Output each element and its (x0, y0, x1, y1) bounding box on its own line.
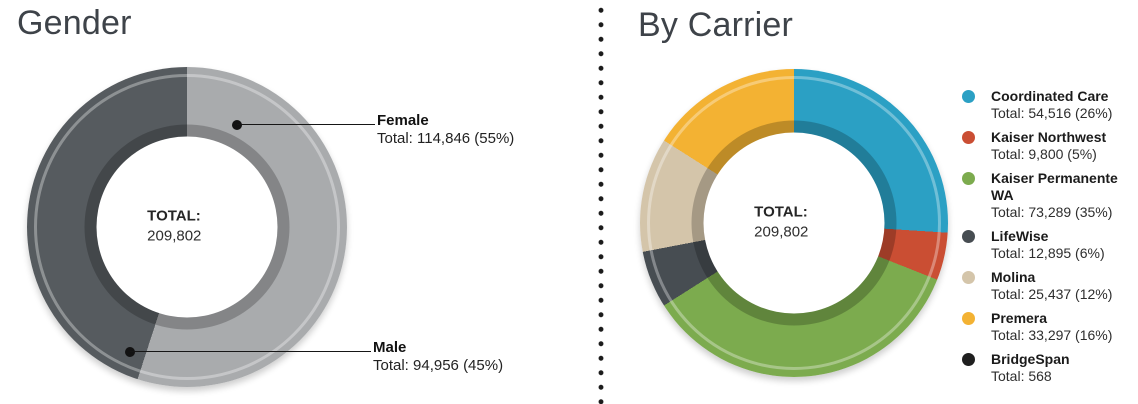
donut-center: TOTAL: 209,802 (96, 136, 278, 318)
legend-dot (962, 230, 975, 243)
legend-item: Coordinated Care Total: 54,516 (26%) (960, 88, 1138, 122)
legend-item: Kaiser Permanente WA Total: 73,289 (35%) (960, 170, 1138, 221)
legend-item: Kaiser Northwest Total: 9,800 (5%) (960, 129, 1138, 163)
donut-total-value: 209,802 (147, 227, 202, 245)
female-slice-name: Female (377, 112, 429, 129)
legend-item-detail: Total: 568 (991, 368, 1052, 384)
female-slice-detail: Total: 114,846 (55%) (377, 130, 515, 147)
legend-item-detail: Total: 73,289 (35%) (991, 204, 1113, 220)
legend-item-name: Molina (991, 269, 1036, 285)
female-callout-label: Female Total: 114,846 (55%) (377, 113, 514, 147)
legend-item-name: Premera (991, 310, 1048, 326)
legend-dot (962, 353, 975, 366)
legend-item-detail: Total: 12,895 (6%) (991, 245, 1105, 261)
gender-donut-chart: TOTAL: 209,802 (27, 67, 347, 387)
legend-item-name: LifeWise (991, 228, 1049, 244)
legend-item-name: BridgeSpan (991, 351, 1070, 367)
legend-item: Molina Total: 25,437 (12%) (960, 269, 1138, 303)
carrier-donut-chart: TOTAL: 209,802 (640, 69, 948, 377)
donut-center: TOTAL: 209,802 (703, 132, 885, 314)
male-callout-label: Male Total: 94,956 (45%) (373, 340, 503, 374)
carrier-chart-title: By Carrier (638, 6, 794, 44)
donut-total-label: TOTAL: (147, 207, 201, 225)
legend-item-detail: Total: 54,516 (26%) (991, 105, 1113, 121)
legend-dot (962, 271, 975, 284)
legend-dot (962, 131, 975, 144)
donut-total-label: TOTAL: (754, 203, 808, 221)
legend-dot (962, 312, 975, 325)
legend-dot (962, 172, 975, 185)
legend-item-name: Kaiser Northwest (991, 129, 1107, 145)
section-divider (597, 0, 605, 404)
legend-item-detail: Total: 9,800 (5%) (991, 146, 1097, 162)
donut-total-value: 209,802 (754, 223, 809, 241)
male-callout-line (130, 351, 371, 353)
female-callout-line (237, 124, 375, 126)
legend-item-name: Coordinated Care (991, 88, 1109, 104)
carrier-legend: Coordinated Care Total: 54,516 (26%) Kai… (960, 88, 1138, 385)
legend-item-detail: Total: 25,437 (12%) (991, 286, 1113, 302)
donut-center-text: TOTAL: 209,802 (754, 203, 808, 240)
gender-chart-title: Gender (17, 4, 132, 42)
legend-dot (962, 90, 975, 103)
donut-center-text: TOTAL: 209,802 (147, 207, 201, 244)
male-slice-detail: Total: 94,956 (45%) (373, 357, 504, 374)
legend-item: BridgeSpan Total: 568 (960, 351, 1138, 385)
male-slice-name: Male (373, 339, 407, 356)
legend-item: Premera Total: 33,297 (16%) (960, 310, 1138, 344)
legend-item-name: Kaiser Permanente WA (991, 170, 1118, 203)
legend-item: LifeWise Total: 12,895 (6%) (960, 228, 1138, 262)
legend-item-detail: Total: 33,297 (16%) (991, 327, 1113, 343)
